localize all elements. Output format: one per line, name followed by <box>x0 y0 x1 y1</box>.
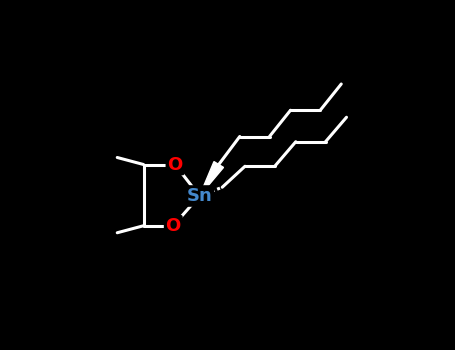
Text: Sn: Sn <box>187 187 212 205</box>
Text: O: O <box>166 217 181 235</box>
Polygon shape <box>199 162 223 196</box>
Text: O: O <box>167 155 182 174</box>
